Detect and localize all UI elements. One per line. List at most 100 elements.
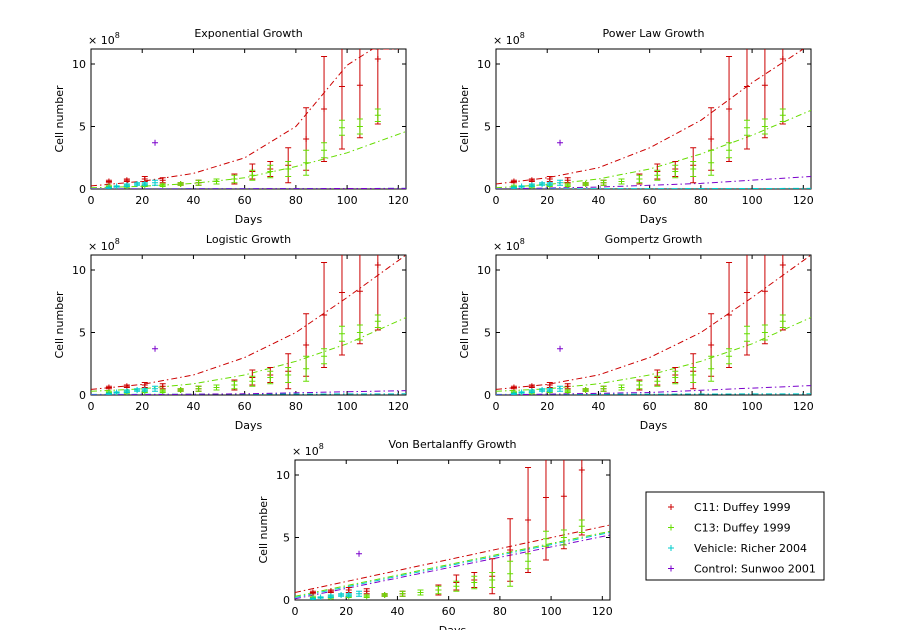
data-point-vehicle xyxy=(317,594,324,600)
x-tick-label: 0 xyxy=(88,194,95,207)
data-point-c13 xyxy=(761,123,768,130)
data-point-c13 xyxy=(726,147,733,154)
data-point-control xyxy=(557,139,564,146)
subplot-4: 0 20 40 60 80 100 120 0 5 10× 108 Gompertz Growth D… xyxy=(458,233,814,432)
y-tick-label: 10 xyxy=(72,58,86,71)
data-point-vehicle xyxy=(141,387,148,393)
y-tick-label: 5 xyxy=(484,327,491,340)
chart-title: Exponential Growth xyxy=(194,27,302,40)
data-point-control xyxy=(356,550,363,557)
data-point-c13 xyxy=(417,589,424,596)
fit-curve-c13 xyxy=(496,317,811,392)
data-point-c13 xyxy=(356,123,363,130)
x-tick-label: 120 xyxy=(592,605,613,618)
data-point-c11 xyxy=(321,106,328,112)
y-tick-label: 10 xyxy=(72,264,86,277)
data-point-c11 xyxy=(321,312,328,318)
x-tick-label: 40 xyxy=(591,194,605,207)
data-point-c13 xyxy=(743,124,750,131)
data-point-c11 xyxy=(726,312,733,318)
data-point-c11 xyxy=(303,342,310,348)
axes-box xyxy=(90,254,407,396)
x-tick-label: 20 xyxy=(135,400,149,413)
chart-title: Logistic Growth xyxy=(206,233,291,246)
data-point-c13 xyxy=(374,318,381,325)
x-tick-label: 100 xyxy=(337,400,358,413)
data-point-c13 xyxy=(303,365,310,372)
data-point-c11 xyxy=(560,493,567,500)
x-axis-label: Days xyxy=(439,624,467,630)
data-point-vehicle xyxy=(338,592,345,598)
legend-label-vehicle: Vehicle: Richer 2004 xyxy=(694,542,807,555)
data-point-vehicle xyxy=(557,179,564,186)
data-point-c11 xyxy=(525,517,532,523)
data-point-c13 xyxy=(303,159,310,166)
data-point-c13 xyxy=(338,330,345,337)
data-point-c13 xyxy=(582,387,589,393)
axes-box xyxy=(495,48,812,190)
x-tick-label: 80 xyxy=(493,605,507,618)
data-point-vehicle xyxy=(113,183,120,189)
x-tick-label: 80 xyxy=(289,400,303,413)
data-point-c13 xyxy=(177,181,184,187)
y-tick-label: 10 xyxy=(477,264,491,277)
data-point-c13 xyxy=(542,535,549,542)
x-tick-label: 0 xyxy=(493,194,500,207)
fit-curve-control xyxy=(91,390,406,395)
x-tick-label: 40 xyxy=(186,400,200,413)
legend-label-control: Control: Sunwoo 2001 xyxy=(694,563,816,576)
data-point-c11 xyxy=(743,83,750,90)
x-tick-label: 100 xyxy=(742,194,763,207)
x-tick-label: 60 xyxy=(643,194,657,207)
data-point-vehicle xyxy=(152,385,159,392)
x-tick-label: 60 xyxy=(238,194,252,207)
data-point-c11 xyxy=(338,83,345,90)
x-tick-label: 0 xyxy=(493,400,500,413)
x-tick-label: 80 xyxy=(694,194,708,207)
y-axis-label: Cell number xyxy=(458,291,471,358)
data-point-c13 xyxy=(338,124,345,131)
fit-curve-c13 xyxy=(91,317,406,392)
data-point-vehicle xyxy=(152,179,159,186)
data-point-c11 xyxy=(578,467,585,473)
data-point-c13 xyxy=(159,388,166,395)
x-axis-label: Days xyxy=(640,419,668,432)
plot-area xyxy=(91,49,406,189)
data-point-c11 xyxy=(507,547,514,553)
axes-box xyxy=(294,459,611,601)
fit-curve-c11 xyxy=(496,49,804,185)
data-point-c13 xyxy=(363,593,370,600)
data-point-c13 xyxy=(654,378,661,385)
axes-box xyxy=(90,48,407,190)
data-point-vehicle xyxy=(356,590,363,597)
data-point-vehicle xyxy=(518,389,525,395)
data-point-c13 xyxy=(374,112,381,119)
data-point-vehicle xyxy=(510,390,517,395)
y-scale-multiplier: × 108 xyxy=(292,442,324,458)
data-point-c13 xyxy=(356,329,363,336)
data-point-c13 xyxy=(779,318,786,325)
x-tick-label: 0 xyxy=(88,400,95,413)
data-point-c13 xyxy=(690,372,697,378)
data-point-control xyxy=(557,345,564,352)
y-scale-multiplier: × 108 xyxy=(493,237,525,253)
data-point-c13 xyxy=(618,384,625,391)
data-point-c13 xyxy=(195,385,202,392)
data-point-c13 xyxy=(195,179,202,186)
data-point-c13 xyxy=(435,587,442,593)
data-point-vehicle xyxy=(528,388,535,395)
legend-label-c11: C11: Duffey 1999 xyxy=(694,501,791,514)
data-point-vehicle xyxy=(141,181,148,187)
legend-marker-c11 xyxy=(668,504,674,510)
fit-curve-c11 xyxy=(496,255,811,390)
x-tick-label: 100 xyxy=(541,605,562,618)
fit-curve-c13 xyxy=(91,131,406,189)
fit-curve-c11 xyxy=(91,255,406,390)
data-point-c13 xyxy=(381,592,388,598)
data-point-c13 xyxy=(321,147,328,154)
x-tick-label: 20 xyxy=(339,605,353,618)
data-point-c13 xyxy=(231,176,238,182)
fit-curve-control xyxy=(496,176,811,189)
data-point-vehicle xyxy=(510,184,517,189)
